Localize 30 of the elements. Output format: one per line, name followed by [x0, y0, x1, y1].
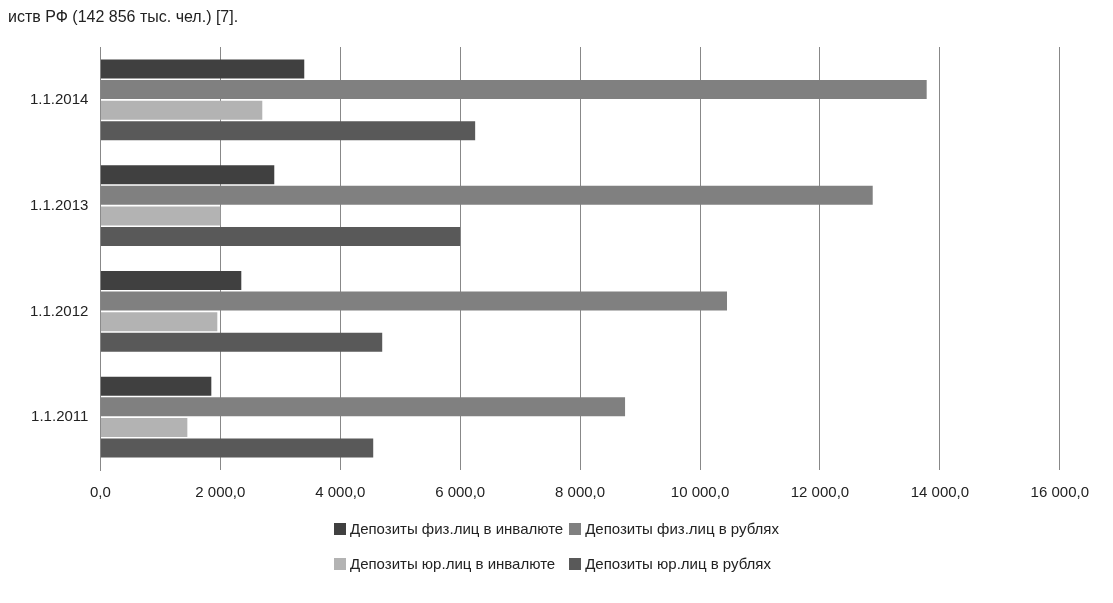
y-tick-label: 1.1.2014	[30, 90, 89, 108]
x-tick-label: 12 000,0	[790, 483, 850, 501]
legend-label: Депозиты юр.лиц в рублях	[585, 555, 771, 572]
bar	[100, 121, 476, 141]
bar	[100, 206, 221, 226]
bar	[100, 438, 374, 458]
x-tick-label: 6 000,0	[435, 483, 486, 501]
legend-label: Депозиты физ.лиц в рублях	[585, 520, 779, 537]
x-tick-label: 4 000,0	[315, 483, 366, 501]
x-tick-label: 8 000,0	[555, 483, 606, 501]
bar	[100, 227, 461, 247]
bar	[100, 59, 305, 79]
x-tick-label: 16 000,0	[1030, 483, 1089, 501]
bar	[100, 165, 275, 185]
legend-label: Депозиты физ.лиц в инвалюте	[350, 520, 564, 537]
bar	[100, 417, 188, 437]
legend-label: Депозиты юр.лиц в инвалюте	[350, 555, 556, 572]
y-tick-label: 1.1.2012	[30, 301, 89, 319]
bar	[100, 332, 383, 352]
bar	[100, 100, 263, 120]
y-tick-label: 1.1.2013	[30, 195, 89, 213]
x-tick-label: 2 000,0	[195, 483, 246, 501]
text: иств РФ (142 856 тыс. чел.) [7].	[8, 8, 240, 26]
bar	[100, 270, 242, 290]
x-tick-label: 10 000,0	[670, 483, 730, 501]
y-tick-label: 1.1.2011	[31, 407, 89, 425]
x-tick-label: 0,0	[89, 483, 111, 501]
x-tick-label: 14 000,0	[910, 483, 970, 501]
bar	[100, 376, 212, 396]
bar	[100, 312, 218, 332]
